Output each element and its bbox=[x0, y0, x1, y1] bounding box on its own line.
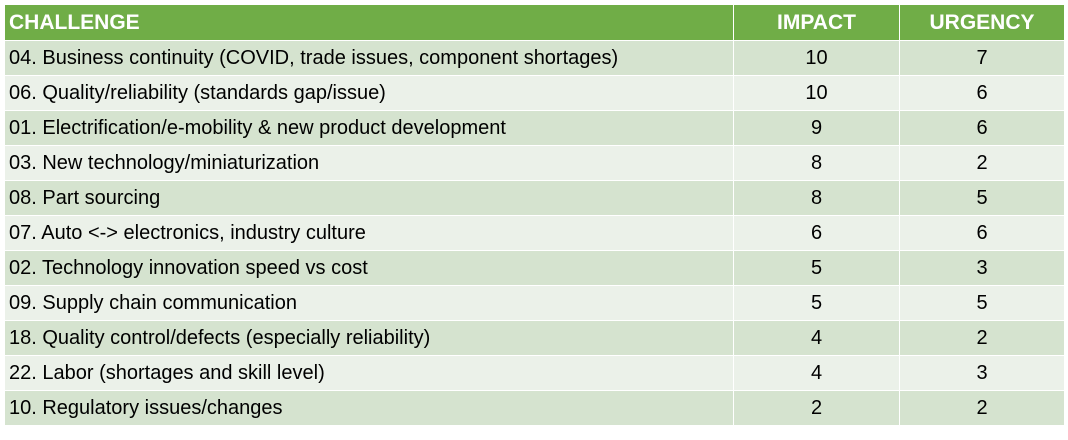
challenge-cell: 18. Quality control/defects (especially … bbox=[4, 320, 734, 356]
impact-cell: 10 bbox=[733, 75, 900, 111]
urgency-cell: 6 bbox=[899, 110, 1065, 146]
urgency-cell: 2 bbox=[899, 320, 1065, 356]
table-body: 04. Business continuity (COVID, trade is… bbox=[4, 40, 1065, 426]
impact-cell: 10 bbox=[733, 40, 900, 76]
urgency-cell: 5 bbox=[899, 180, 1065, 216]
impact-cell: 5 bbox=[733, 250, 900, 286]
impact-cell: 9 bbox=[733, 110, 900, 146]
urgency-cell: 3 bbox=[899, 355, 1065, 391]
urgency-cell: 6 bbox=[899, 215, 1065, 251]
table-row: 06. Quality/reliability (standards gap/i… bbox=[4, 75, 1065, 111]
impact-cell: 8 bbox=[733, 145, 900, 181]
challenge-cell: 09. Supply chain communication bbox=[4, 285, 734, 321]
table-row: 08. Part sourcing 8 5 bbox=[4, 180, 1065, 216]
challenge-cell: 10. Regulatory issues/changes bbox=[4, 390, 734, 426]
challenge-cell: 04. Business continuity (COVID, trade is… bbox=[4, 40, 734, 76]
table-row: 04. Business continuity (COVID, trade is… bbox=[4, 40, 1065, 76]
header-challenge: CHALLENGE bbox=[4, 4, 734, 41]
impact-cell: 5 bbox=[733, 285, 900, 321]
table-row: 03. New technology/miniaturization 8 2 bbox=[4, 145, 1065, 181]
impact-cell: 2 bbox=[733, 390, 900, 426]
challenge-cell: 22. Labor (shortages and skill level) bbox=[4, 355, 734, 391]
header-urgency: URGENCY bbox=[899, 4, 1065, 41]
challenge-cell: 03. New technology/miniaturization bbox=[4, 145, 734, 181]
table-row: 22. Labor (shortages and skill level) 4 3 bbox=[4, 355, 1065, 391]
impact-cell: 8 bbox=[733, 180, 900, 216]
table-row: 10. Regulatory issues/changes 2 2 bbox=[4, 390, 1065, 426]
urgency-cell: 2 bbox=[899, 145, 1065, 181]
table-row: 02. Technology innovation speed vs cost 5… bbox=[4, 250, 1065, 286]
challenge-cell: 08. Part sourcing bbox=[4, 180, 734, 216]
impact-cell: 4 bbox=[733, 320, 900, 356]
table-row: 18. Quality control/defects (especially … bbox=[4, 320, 1065, 356]
header-impact: IMPACT bbox=[733, 4, 900, 41]
urgency-cell: 3 bbox=[899, 250, 1065, 286]
urgency-cell: 2 bbox=[899, 390, 1065, 426]
challenge-cell: 02. Technology innovation speed vs cost bbox=[4, 250, 734, 286]
header-row: CHALLENGE IMPACT URGENCY bbox=[4, 4, 1065, 41]
impact-cell: 4 bbox=[733, 355, 900, 391]
challenge-table: CHALLENGE IMPACT URGENCY 04. Business co… bbox=[4, 4, 1065, 426]
table-row: 09. Supply chain communication 5 5 bbox=[4, 285, 1065, 321]
challenge-cell: 07. Auto <-> electronics, industry cultu… bbox=[4, 215, 734, 251]
table-row: 01. Electrification/e-mobility & new pro… bbox=[4, 110, 1065, 146]
table-row: 07. Auto <-> electronics, industry cultu… bbox=[4, 215, 1065, 251]
impact-cell: 6 bbox=[733, 215, 900, 251]
challenge-cell: 06. Quality/reliability (standards gap/i… bbox=[4, 75, 734, 111]
urgency-cell: 5 bbox=[899, 285, 1065, 321]
challenge-cell: 01. Electrification/e-mobility & new pro… bbox=[4, 110, 734, 146]
urgency-cell: 6 bbox=[899, 75, 1065, 111]
urgency-cell: 7 bbox=[899, 40, 1065, 76]
